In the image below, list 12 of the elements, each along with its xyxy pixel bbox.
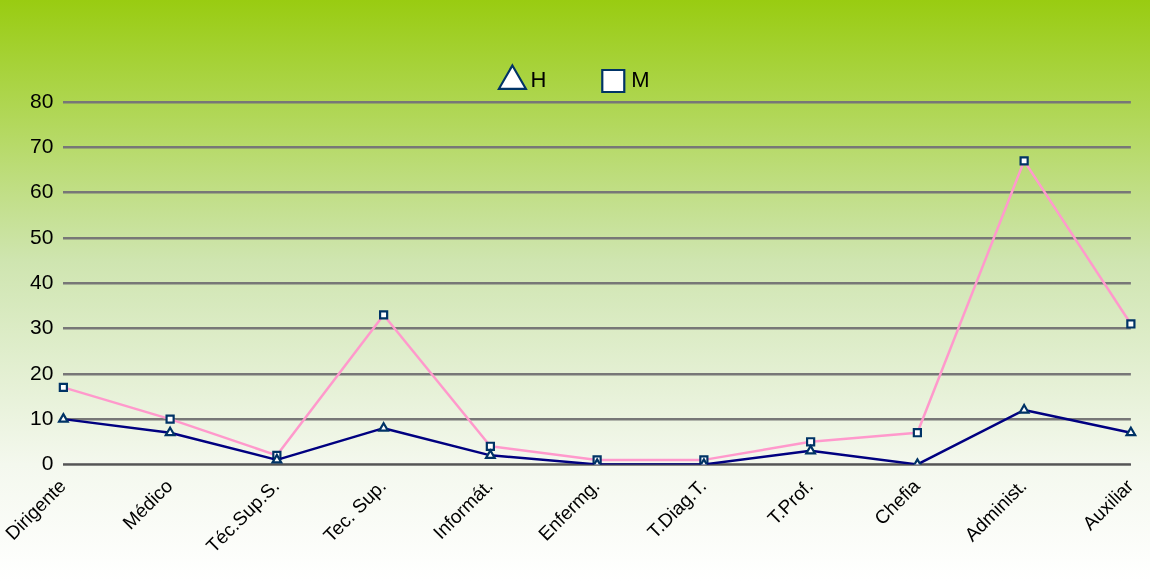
y-tick-label: 20 bbox=[30, 360, 54, 384]
legend-label: M bbox=[631, 67, 650, 93]
y-tick-label: 50 bbox=[30, 224, 54, 248]
y-tick-label: 60 bbox=[30, 179, 54, 203]
legend-label: H bbox=[530, 67, 547, 93]
y-tick-label: 70 bbox=[30, 134, 54, 158]
y-tick-label: 30 bbox=[30, 315, 54, 339]
y-tick-label: 80 bbox=[30, 88, 54, 112]
y-tick-label: 40 bbox=[30, 270, 54, 294]
x-tick-label: Tec. Sup. bbox=[319, 475, 391, 547]
y-tick-label: 0 bbox=[41, 451, 54, 475]
y-tick-label: 10 bbox=[30, 405, 54, 429]
